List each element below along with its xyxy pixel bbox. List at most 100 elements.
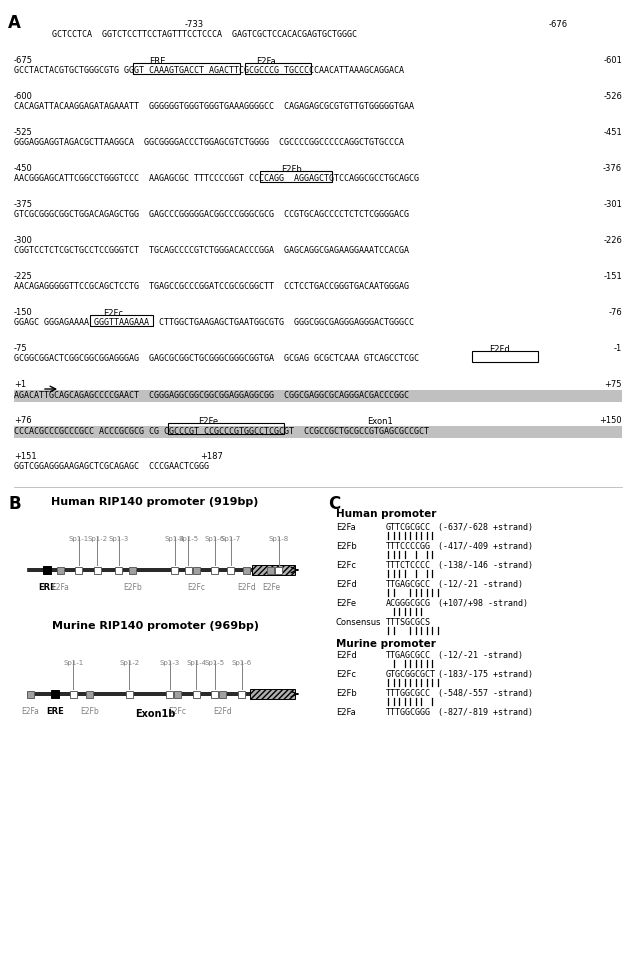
Text: GCGGCGGACTCGGCGGCGGAGGGAG  GAGCGCGGCTGCGGGCGGGCGGTGA  GCGAG GCGCTCAAA GTCAGCCTCG: GCGGCGGACTCGGCGGCGGAGGGAG GAGCGCGGCTGCGG… — [14, 354, 419, 363]
Bar — [75, 566, 82, 573]
Bar — [472, 351, 538, 362]
Bar — [14, 426, 622, 438]
Text: GCTCCTCA  GGTCTCCTTCCTAGTTTCCTCCCA  GAGTCGCTCCACACGAGTGCTGGGC: GCTCCTCA GGTCTCCTTCCTAGTTTCCTCCCA GAGTCG… — [52, 30, 357, 39]
Text: Murine promoter: Murine promoter — [336, 639, 436, 649]
Text: -601: -601 — [603, 56, 622, 65]
Text: E2Fa: E2Fa — [256, 57, 276, 66]
Text: (-12/-21 -strand): (-12/-21 -strand) — [438, 651, 523, 660]
Text: ERE: ERE — [46, 707, 64, 716]
Bar — [128, 566, 135, 573]
Text: -225: -225 — [14, 272, 32, 281]
Text: +75: +75 — [604, 380, 622, 389]
Text: +151: +151 — [14, 452, 37, 461]
Bar — [86, 690, 93, 698]
Text: -733: -733 — [185, 20, 204, 29]
Text: (-138/-146 -strand): (-138/-146 -strand) — [438, 561, 533, 570]
Text: CCCACGCCCGCCCGCC ACCCGCGCG CG CGCCCGT CCGCCCGTGGCCTCGCGT  CCGCCGCTGCGCCGTGAGCGCC: CCCACGCCCGCCCGCC ACCCGCGCG CG CGCCCGT CC… — [14, 427, 429, 436]
Text: -451: -451 — [604, 128, 622, 137]
Text: E2Fb: E2Fb — [336, 689, 357, 698]
Text: E2Fe: E2Fe — [198, 417, 218, 426]
Text: E2Fd: E2Fd — [238, 583, 256, 591]
Text: E2Fc: E2Fc — [103, 309, 123, 318]
Text: -376: -376 — [603, 164, 622, 173]
Text: (-548/-557 -strand): (-548/-557 -strand) — [438, 689, 533, 698]
Text: E2Fc: E2Fc — [187, 583, 205, 591]
Text: ACGGGCGCG: ACGGGCGCG — [386, 599, 431, 608]
Text: Exon1: Exon1 — [367, 417, 393, 426]
Text: -1: -1 — [614, 344, 622, 353]
Bar — [260, 171, 332, 182]
Text: TTGAGCGCC: TTGAGCGCC — [386, 580, 431, 589]
Bar — [174, 690, 181, 698]
Text: TTTCCCCGG: TTTCCCCGG — [386, 542, 431, 551]
Bar — [166, 690, 173, 698]
Text: Murine RIP140 promoter (969bp): Murine RIP140 promoter (969bp) — [52, 621, 258, 631]
Text: E2Fa: E2Fa — [336, 523, 356, 532]
Text: E2Fb: E2Fb — [280, 165, 301, 174]
Text: Sp1-7: Sp1-7 — [221, 536, 241, 542]
Text: E2Fb: E2Fb — [80, 707, 99, 715]
Text: -151: -151 — [604, 272, 622, 281]
Bar — [133, 63, 240, 74]
Text: -676: -676 — [549, 20, 568, 29]
Text: GTTCGCGCC: GTTCGCGCC — [386, 523, 431, 532]
Text: AACGGGAGCATTCGGCCTGGGTCCC  AAGAGCGC TTTCCCCGGT CCCCAGG  AGGAGCTGTCCAGGCGCCTGCAGC: AACGGGAGCATTCGGCCTGGGTCCC AAGAGCGC TTTCC… — [14, 174, 419, 183]
Text: -150: -150 — [14, 308, 32, 317]
Text: GCCTACTACGTGCTGGGCGTG GGGT CAAAGTGACCT AGACTTCGCGCCCG TGCCCCCAACATTAAAGCAGGACA: GCCTACTACGTGCTGGGCGTG GGGT CAAAGTGACCT A… — [14, 66, 404, 75]
Text: -76: -76 — [608, 308, 622, 317]
Text: Sp1-3: Sp1-3 — [160, 660, 179, 667]
Text: -226: -226 — [603, 236, 622, 245]
Text: Sp1-3: Sp1-3 — [109, 536, 129, 542]
Text: (-827/-819 +strand): (-827/-819 +strand) — [438, 708, 533, 717]
Bar — [244, 566, 251, 573]
Text: TTTGGCGCC: TTTGGCGCC — [386, 689, 431, 698]
Bar — [249, 689, 295, 699]
Text: Human RIP140 promoter (919bp): Human RIP140 promoter (919bp) — [52, 497, 259, 507]
Text: CACAGATTACAAGGAGATAGAAATT  GGGGGGTGGGTGGGTGAAAGGGGCC  CAGAGAGCGCGTGTTGTGGGGGTGAA: CACAGATTACAAGGAGATAGAAATT GGGGGGTGGGTGGG… — [14, 102, 414, 111]
Text: Sp1-6: Sp1-6 — [232, 660, 252, 667]
Bar — [57, 566, 64, 573]
Text: CGGTCCTCTCGCTGCCTCCGGGTCT  TGCAGCCCCGTCTGGGACACCCGGA  GAGCAGGCGAGAAGGAAATCCACGA: CGGTCCTCTCGCTGCCTCCGGGTCT TGCAGCCCCGTCTG… — [14, 246, 409, 255]
Bar — [171, 566, 178, 573]
Text: TTTSGCGCS: TTTSGCGCS — [386, 618, 431, 627]
Text: -75: -75 — [14, 344, 27, 353]
Text: Sp1-2: Sp1-2 — [87, 536, 107, 542]
Bar — [245, 63, 311, 74]
Text: Sp1-4: Sp1-4 — [165, 536, 185, 542]
Text: Sp1-4: Sp1-4 — [186, 660, 206, 667]
Text: (-12/-21 -strand): (-12/-21 -strand) — [438, 580, 523, 589]
Text: AACAGAGGGGGTTCCGCAGCTCCTG  TGAGCCGCCCGGATCCGCGCGGCTT  CCTCCTGACCGGGTGACAATGGGAG: AACAGAGGGGGTTCCGCAGCTCCTG TGAGCCGCCCGGAT… — [14, 282, 409, 291]
Text: Sp1-5: Sp1-5 — [178, 536, 198, 542]
Bar — [211, 566, 218, 573]
Bar — [211, 690, 218, 698]
Text: AGACATTGCAGCAGAGCCCCGAACT  CGGGAGGCGGCGGCGGAGGAGGCGG  CGGCGAGGCGCAGGGACGACCCGGC: AGACATTGCAGCAGAGCCCCGAACT CGGGAGGCGGCGGC… — [14, 391, 409, 400]
Text: -600: -600 — [14, 92, 33, 101]
Text: (-417/-409 +strand): (-417/-409 +strand) — [438, 542, 533, 551]
Text: E2Fc: E2Fc — [169, 707, 186, 715]
Text: -525: -525 — [14, 128, 32, 137]
Text: E2Fd: E2Fd — [214, 707, 232, 715]
Text: A: A — [8, 14, 21, 32]
Bar — [168, 423, 284, 434]
Text: Sp1-8: Sp1-8 — [269, 536, 289, 542]
Bar — [219, 690, 226, 698]
Text: -450: -450 — [14, 164, 32, 173]
Text: TTGAGCGCC: TTGAGCGCC — [386, 651, 431, 660]
Text: E2Fd: E2Fd — [488, 345, 509, 354]
Text: C: C — [328, 495, 340, 513]
Text: ERE: ERE — [38, 583, 55, 592]
Text: -375: -375 — [14, 200, 33, 209]
Text: E2Fe: E2Fe — [336, 599, 356, 608]
Text: E2Fb: E2Fb — [336, 542, 357, 551]
Text: E2Fa: E2Fa — [336, 708, 356, 717]
Text: -675: -675 — [14, 56, 33, 65]
Bar — [238, 690, 245, 698]
Text: (-183/-175 +strand): (-183/-175 +strand) — [438, 670, 533, 679]
Text: E2Fd: E2Fd — [336, 580, 357, 589]
Text: +76: +76 — [14, 416, 32, 425]
Text: Sp1-1: Sp1-1 — [69, 536, 89, 542]
Text: Exon1b: Exon1b — [135, 709, 175, 719]
Bar — [228, 566, 235, 573]
Text: E2Fa: E2Fa — [22, 707, 39, 715]
Bar — [27, 690, 34, 698]
